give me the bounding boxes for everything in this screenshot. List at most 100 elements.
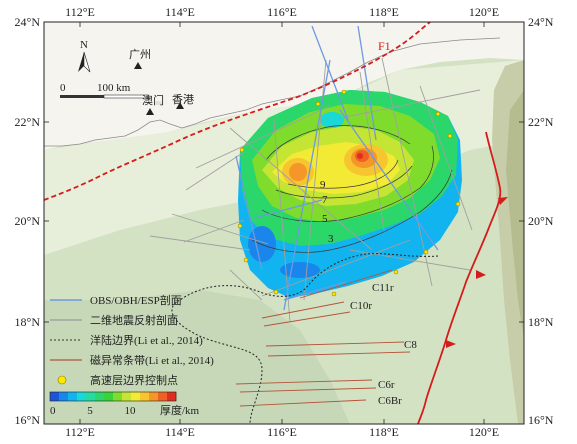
colorbar-segment [95,392,105,401]
magnetic-stripe [239,387,377,393]
colorbar-segment [158,392,168,401]
colorbar-segment [140,392,150,401]
bottom-lon-label: 112°E [65,425,95,439]
top-lon-label: 114°E [165,5,195,19]
place-marker-icon [176,102,184,109]
top-lon-label: 116°E [267,5,297,19]
obs-profile-line [357,25,377,141]
top-lon-label: 118°E [369,5,399,19]
control-point [447,133,453,139]
magnetic-stripe [265,341,405,347]
place-marker-icon [134,62,142,69]
control-point [393,269,399,275]
subduction-front [417,131,502,424]
obs-profile-line [235,155,263,271]
coastline [44,37,501,147]
magnetic-stripe [263,311,351,327]
scale-bar-zero: 0 [60,82,66,94]
magnetic-stripe [235,379,373,385]
deep-basin [44,290,350,424]
seismic-line [185,151,245,191]
magnetic-stripe [239,399,367,407]
seismic-line [349,249,471,271]
north-arrow-icon [78,52,84,72]
control-point [273,289,279,295]
seismic-line [359,71,385,231]
right-lat-label: 20°N [528,214,554,228]
legend-label: 二维地震反射剖面 [90,313,178,327]
fault-label: F1 [378,39,391,53]
seismic-line [339,89,481,119]
magnetic-stripe [267,351,411,357]
colorbar-segment [113,392,123,401]
legend-label: 磁异常条带(Li et al., 2014) [90,353,214,367]
seismic-line [229,269,263,301]
obs-profile-line [311,25,349,121]
control-point [315,101,321,107]
island-relief [506,90,524,340]
colorbar-segment [50,392,60,401]
contour-label: 9 [320,179,326,191]
control-point [243,257,249,263]
legend: OBS/OBH/ESP剖面 二维地震反射剖面 洋陆边界(Li et al., 2… [49,293,214,417]
anomaly-label: C6r [378,379,395,391]
legend-swatch-control-point [57,375,67,385]
left-lat-label: 20°N [15,214,41,228]
legend-label: 洋陆边界(Li et al., 2014) [90,333,203,347]
bottom-lon-label: 120°E [469,425,499,439]
colorbar [50,392,177,401]
contour-label: 3 [328,233,334,245]
right-lat-label: 22°N [528,115,554,129]
legend-label: OBS/OBH/ESP剖面 [90,293,182,307]
seismic-line [381,57,433,287]
colorbar-tick: 10 [125,405,137,417]
control-point [435,111,441,117]
place-label: 澳门 [142,93,164,107]
anomaly-label: C8 [404,339,417,351]
obs-profile-line [253,199,323,219]
colorbar-segment [149,392,159,401]
contour-line [251,169,453,253]
scale-bar: 0 100 km [60,82,149,99]
thickness-map [238,90,462,298]
scale-bar-distance: 100 km [97,82,131,94]
control-point [239,147,245,153]
obs-profile-line [283,281,347,301]
subduction-triangle [446,340,456,348]
left-lat-label: 18°N [15,315,41,329]
land-area [44,22,524,150]
anomaly-label: C10r [350,300,372,312]
subduction-triangle [498,197,508,205]
thickness-zone-10 [357,153,363,159]
magnetic-stripe [261,301,345,319]
control-point [455,201,461,207]
ocean-continent-boundary [171,253,439,424]
place-marker-icon [146,108,154,115]
seismic-line [149,235,251,251]
contour-label: 5 [322,213,328,225]
obs-profile-line [283,59,331,311]
bottom-lon-label: 114°E [165,425,195,439]
thickness-zone-7 [289,163,307,181]
contour-line [275,165,413,199]
anomaly-label: C11r [372,282,394,294]
control-point [331,291,337,297]
colorbar-unit: 厚度/km [160,403,200,417]
seismic-line [195,105,331,169]
left-lat-label: 16°N [15,413,41,427]
contour-line [265,125,411,161]
colorbar-segment [104,392,114,401]
magnetic-stripe [299,269,393,299]
north-arrow: N [78,39,91,73]
seismic-line [183,219,245,243]
thickness-zone-11 [248,226,276,262]
control-point [423,249,429,255]
contour-label: 7 [322,194,328,206]
legend-label: 高速层边界控制点 [90,373,178,387]
obs-profile-line [339,109,439,251]
colorbar-tick: 0 [50,405,56,417]
place-label: 香港 [172,93,194,106]
bottom-lon-label: 116°E [267,425,297,439]
right-lat-label: 18°N [528,315,554,329]
